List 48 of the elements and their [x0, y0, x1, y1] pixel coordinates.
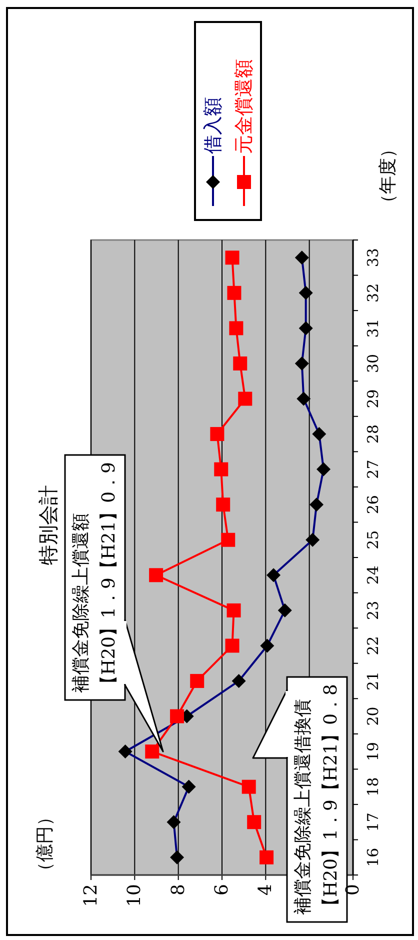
x-tick-label: 8 [168, 884, 189, 896]
y-axis-title: （年度） [378, 140, 398, 212]
y-tick-label: 20 [364, 706, 382, 726]
x-tick-label: 12 [80, 884, 102, 907]
y-tick-label: 21 [364, 671, 382, 691]
y-tick-label: 24 [364, 566, 382, 585]
text: （億円） [34, 808, 56, 880]
y-tick-label: 28 [364, 424, 382, 444]
point [190, 674, 204, 688]
point [247, 815, 262, 830]
x-tick-label: 10 [124, 884, 146, 907]
annotation: 補償金免除繰上償還額【H20】1．9【H21】0．9 [70, 462, 120, 693]
x-tick-label: 6 [212, 884, 232, 896]
point [260, 850, 274, 864]
text: 借入額 [202, 97, 224, 154]
point [233, 356, 248, 370]
y-tick-label: 29 [364, 389, 382, 408]
text: 元金償還額 [233, 59, 255, 154]
point [210, 427, 224, 442]
y-tick-label: 16 [364, 848, 382, 867]
x-tick-label: 4 [255, 884, 276, 896]
y-tick-label: 22 [364, 636, 382, 656]
y-tick-label: 33 [364, 248, 382, 268]
annotation: 補償金免除繰上償還借換債【H20】1．9【H21】0．8 [292, 684, 342, 915]
point [238, 392, 252, 406]
point [227, 286, 242, 300]
y-tick-label: 19 [364, 742, 382, 762]
y-tick-label: 18 [364, 777, 382, 796]
point [225, 638, 240, 653]
y-tick-label: 30 [364, 354, 382, 374]
point [229, 321, 244, 336]
y-tick-label: 26 [364, 495, 382, 514]
y-tick-label: 23 [364, 600, 382, 620]
y-tick-label: 25 [364, 530, 382, 550]
point [226, 603, 241, 618]
point [221, 532, 236, 547]
text: 特別会計 [36, 485, 60, 565]
point [242, 780, 256, 794]
point [170, 709, 184, 724]
y-tick-label: 27 [364, 460, 382, 479]
point [225, 250, 240, 265]
point [216, 498, 230, 512]
point [214, 462, 228, 476]
point [149, 568, 164, 582]
y-tick-label: 32 [364, 283, 382, 302]
y-tick-label: 17 [364, 812, 382, 832]
point [145, 744, 160, 759]
y-tick-label: 31 [364, 318, 382, 338]
